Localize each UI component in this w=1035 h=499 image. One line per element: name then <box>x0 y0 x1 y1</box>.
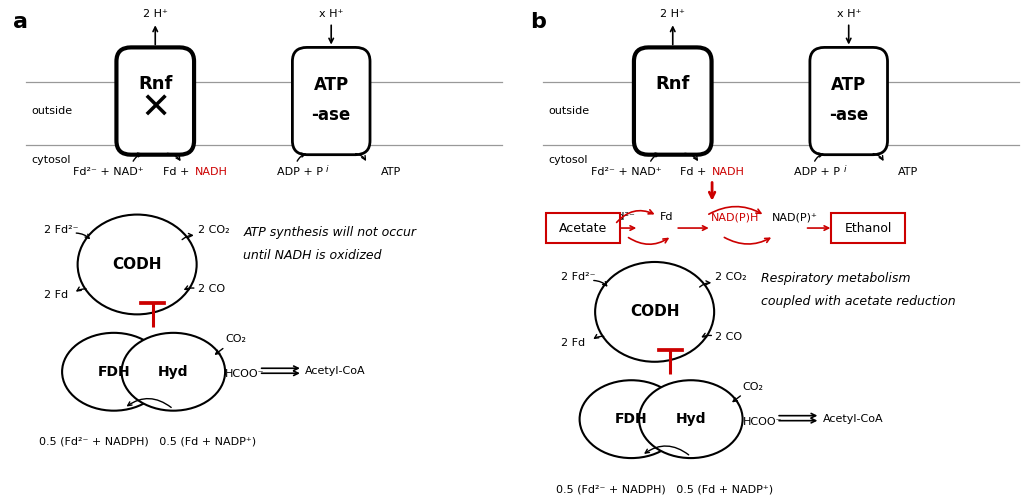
Text: FDH: FDH <box>615 412 648 426</box>
FancyBboxPatch shape <box>831 213 905 243</box>
Ellipse shape <box>580 380 683 458</box>
FancyBboxPatch shape <box>293 47 371 155</box>
Ellipse shape <box>122 333 226 411</box>
Text: 2 Fd²⁻: 2 Fd²⁻ <box>561 272 596 282</box>
Text: CODH: CODH <box>630 304 679 319</box>
Text: Respiratory metabolism: Respiratory metabolism <box>761 272 910 285</box>
Text: 2 Fd: 2 Fd <box>561 338 586 348</box>
Text: CODH: CODH <box>113 257 161 272</box>
Text: CO₂: CO₂ <box>742 382 764 392</box>
Text: Fd +: Fd + <box>680 167 710 177</box>
Ellipse shape <box>78 215 197 314</box>
Text: 2 H⁺: 2 H⁺ <box>660 9 685 19</box>
FancyBboxPatch shape <box>116 47 195 155</box>
Text: FDH: FDH <box>97 365 130 379</box>
FancyBboxPatch shape <box>633 47 712 155</box>
Text: ADP + P: ADP + P <box>276 167 323 177</box>
Text: Fd +: Fd + <box>162 167 193 177</box>
Text: NAD(P)H: NAD(P)H <box>711 212 759 222</box>
Text: Fd: Fd <box>659 212 674 222</box>
Text: ATP synthesis will not occur: ATP synthesis will not occur <box>243 226 416 239</box>
Text: NAD(P)⁺: NAD(P)⁺ <box>771 212 818 222</box>
Text: i: i <box>326 165 328 174</box>
Ellipse shape <box>639 380 742 458</box>
Text: NADH: NADH <box>195 167 228 177</box>
Text: 2 Fd²⁻: 2 Fd²⁻ <box>43 225 79 235</box>
Text: 2 CO: 2 CO <box>715 332 742 342</box>
Text: cytosol: cytosol <box>549 155 588 165</box>
Text: Acetyl-CoA: Acetyl-CoA <box>305 366 366 376</box>
Text: ATP: ATP <box>831 76 866 94</box>
Text: -ase: -ase <box>829 106 868 124</box>
Text: 2 CO: 2 CO <box>198 284 225 294</box>
Text: outside: outside <box>31 106 72 116</box>
Text: Acetyl-CoA: Acetyl-CoA <box>823 414 884 424</box>
Text: HCOO⁻: HCOO⁻ <box>742 417 782 427</box>
Text: a: a <box>12 12 28 32</box>
Text: Fd²⁻ + NAD⁺: Fd²⁻ + NAD⁺ <box>591 167 661 177</box>
Text: Rnf: Rnf <box>138 74 173 93</box>
FancyBboxPatch shape <box>809 47 888 155</box>
Text: ATP: ATP <box>381 167 401 177</box>
Text: x H⁺: x H⁺ <box>319 9 344 19</box>
Text: ATP: ATP <box>898 167 918 177</box>
Text: x H⁺: x H⁺ <box>836 9 861 19</box>
Text: ✕: ✕ <box>140 91 171 126</box>
Text: cytosol: cytosol <box>31 155 70 165</box>
Text: Acetate: Acetate <box>559 222 608 235</box>
Text: 2 Fd: 2 Fd <box>43 290 68 300</box>
Text: ATP: ATP <box>314 76 349 94</box>
Text: 2 CO₂: 2 CO₂ <box>198 225 230 235</box>
Text: until NADH is oxidized: until NADH is oxidized <box>243 249 382 262</box>
Text: Rnf: Rnf <box>655 74 690 93</box>
Text: Fd²⁻ + NAD⁺: Fd²⁻ + NAD⁺ <box>73 167 144 177</box>
Text: HCOO⁻: HCOO⁻ <box>225 369 265 379</box>
Text: i: i <box>844 165 846 174</box>
Text: 0.5 (Fd²⁻ + NADPH)   0.5 (Fd + NADP⁺): 0.5 (Fd²⁻ + NADPH) 0.5 (Fd + NADP⁺) <box>39 437 256 447</box>
Text: CO₂: CO₂ <box>225 334 246 344</box>
Text: outside: outside <box>549 106 590 116</box>
Text: b: b <box>530 12 546 32</box>
Text: 0.5 (Fd²⁻ + NADPH)   0.5 (Fd + NADP⁺): 0.5 (Fd²⁻ + NADPH) 0.5 (Fd + NADP⁺) <box>557 484 773 494</box>
Text: 2 CO₂: 2 CO₂ <box>715 272 747 282</box>
Text: ADP + P: ADP + P <box>795 167 840 177</box>
Text: coupled with acetate reduction: coupled with acetate reduction <box>761 295 955 308</box>
Text: Ethanol: Ethanol <box>845 222 892 235</box>
Ellipse shape <box>595 262 714 362</box>
Text: Hyd: Hyd <box>676 412 706 426</box>
Text: Fd²⁻: Fd²⁻ <box>612 212 635 222</box>
Text: Hyd: Hyd <box>158 365 188 379</box>
Text: 2 H⁺: 2 H⁺ <box>143 9 168 19</box>
FancyBboxPatch shape <box>546 213 621 243</box>
Ellipse shape <box>62 333 166 411</box>
Text: -ase: -ase <box>312 106 351 124</box>
Text: NADH: NADH <box>712 167 745 177</box>
